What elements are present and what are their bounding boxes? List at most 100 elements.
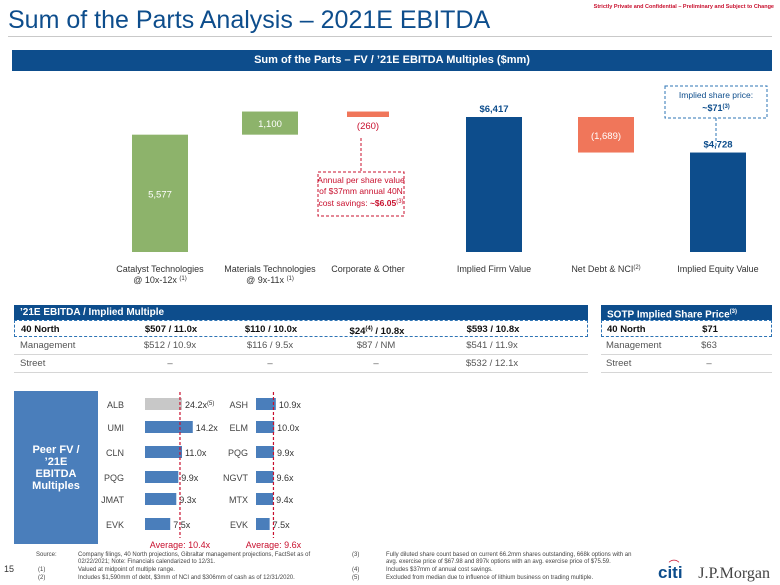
peer-bar [145,518,171,530]
sotp-table: SOTP Implied Share Price(3) 40 North $71… [601,305,772,373]
peer-bar-value: 14.2x [196,423,219,433]
peer-bar [145,421,193,433]
waterfall-bar [578,117,634,153]
ebitda-cell-corporate: $24(4) / 10.8x [349,326,405,338]
row-label: Street [20,358,46,369]
peer-bar [256,398,276,410]
peer-bar-value: 9.6x [276,473,294,483]
average-label: Average: 10.4x [150,540,211,550]
ebitda-cell-corporate: $87 / NM [356,340,396,351]
page-number: 15 [4,564,15,574]
ebitda-cell-firm-value: $593 / 10.8x [466,324,520,335]
ebitda-cell-materials: $110 / 10.0x [244,324,298,335]
peer-bar [256,446,274,458]
peer-bar [145,493,177,505]
peer-bar [256,518,270,530]
waterfall-chart: 5,577 1,100 (260) $6,417 (1,689) $4,728 Cataly… [116,85,768,285]
peer-bar-value: 10.9x [279,400,302,410]
cost-savings-line-1: Annual per share value [317,175,405,185]
confidentiality-notice: Strictly Private and Confidential – Prel… [593,4,774,10]
peer-bar [256,421,275,433]
peer-multiples-label: Peer FV / ’21E EBITDA Multiples [14,391,98,544]
implied-price-callout-box [664,85,768,119]
cost-savings-callout-box [317,171,405,217]
title-divider [8,36,772,37]
waterfall-bar [347,111,389,117]
sotp-row-street: Street – [601,355,772,373]
sotp-value: $71 [702,324,718,335]
implied-price-value: ~$71(3) [702,103,730,113]
ebitda-cell-firm-value: $532 / 12.1x [465,358,519,369]
waterfall-data-label: 5,577 [148,189,172,200]
source-text: Company filings, 40 North projections, G… [78,552,311,566]
footnote-2-mark: (2) [38,575,46,581]
ebitda-row-street: Street – – – $532 / 12.1x [14,355,588,373]
waterfall-category-label: Implied Equity Value [677,264,758,274]
sotp-value: – [706,358,712,369]
peer-bar-value: 24.2x(5) [185,400,214,410]
page-title: Sum of the Parts Analysis – 2021E EBITDA [8,6,491,34]
footnote-3: Fully diluted share count based on curre… [386,552,632,566]
waterfall-bar [242,111,298,135]
peer-bar [256,471,274,483]
ebitda-cell-catalyst: – [167,358,173,369]
ebitda-table-header: ’21E EBITDA / Implied Multiple [14,305,588,320]
row-label: Management [20,340,76,351]
waterfall-data-label: 1,100 [258,119,282,130]
source-label: Source: [36,552,57,558]
waterfall-data-label: $6,417 [479,104,508,115]
ebitda-row-management: Management $512 / 10.9x $116 / 9.5x $87 … [14,337,588,355]
jpmorgan-logo: J.P.Morgan [698,565,770,582]
waterfall-category-label: Materials Technologies [224,264,316,274]
peer-bar-charts: ALB 24.2x(5) UMI 14.2x CLN 11.0x PQG 9.9x JMAT 9.… [101,392,302,550]
waterfall-category-sublabel: @ 9x-11x (1) [246,275,294,285]
peer-company-label: CLN [106,448,124,458]
bank-logos: citi⌒ J.P.Morgan [657,560,770,583]
ebitda-cell-firm-value: $541 / 11.9x [466,340,518,351]
peer-company-label: ELM [229,423,248,433]
peer-bar-value: 9.9x [181,473,199,483]
footnote-5-mark: (5) [352,575,360,581]
waterfall-category-sublabel: @ 10x-12x (1) [133,275,187,285]
peer-company-label: EVK [230,520,248,530]
peer-bar [145,471,179,483]
sotp-value: $63 [701,340,717,351]
implied-price-line-1: Implied share price: [679,90,753,100]
ebitda-cell-corporate: – [373,358,379,369]
waterfall-category-label: Net Debt & NCI(2) [571,264,640,274]
row-label: Management [606,340,662,351]
row-label: Street [606,358,632,369]
sotp-row-40-north: 40 North $71 [601,320,772,337]
peer-bar-value: 7.5x [273,520,291,530]
peer-bar [145,398,182,410]
citi-logo: citi [657,563,683,582]
peer-company-label: NGVT [223,473,249,483]
waterfall-bar [690,152,746,252]
cost-savings-line-2: of $37mm annual 40N [319,186,403,196]
waterfall-data-label: $4,728 [703,140,732,151]
sotp-row-management: Management $63 [601,337,772,355]
peer-bar [145,446,182,458]
waterfall-bar [466,117,522,252]
peer-company-label: MTX [229,495,248,505]
peer-company-label: UMI [108,423,125,433]
ebitda-cell-materials: – [267,358,273,369]
sotp-table-header: SOTP Implied Share Price(3) [601,305,772,320]
peer-bar-value: 9.9x [277,448,295,458]
peer-bar-value: 7.5x [173,520,191,530]
peer-company-label: JMAT [101,495,124,505]
ebitda-table: ’21E EBITDA / Implied Multiple 40 North … [14,305,588,373]
footnote-1: Valued at midpoint of multiple range. [78,567,175,573]
footnote-2: Includes $1,590mm of debt, $3mm of NCI a… [78,575,295,581]
footnote-4-mark: (4) [352,567,360,573]
waterfall-data-label: (260) [357,121,379,132]
waterfall-category-label: Implied Firm Value [457,264,531,274]
ebitda-row-40-north: 40 North $507 / 11.0x $110 / 10.0x $24(4… [14,320,588,337]
waterfall-data-label: (1,689) [591,131,621,142]
row-label: 40 North [607,324,646,335]
cost-savings-line-3: cost savings: ~$6.05(3) [318,198,403,208]
footnote-5: Excluded from median due to influence of… [386,575,594,581]
peer-bar-value: 9.3x [179,495,197,505]
citi-arc-icon: ⌒ [668,560,680,572]
average-label: Average: 9.6x [246,540,302,550]
